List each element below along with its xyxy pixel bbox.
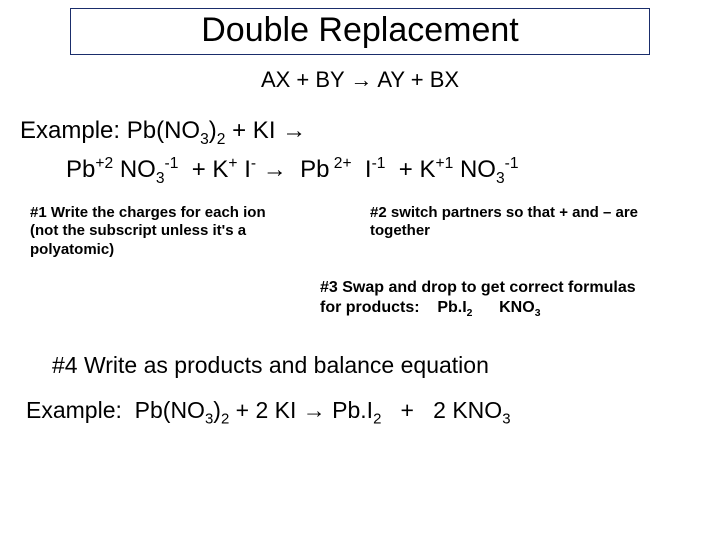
arrow-icon: →	[263, 156, 287, 183]
note-3: #3 Swap and drop to get correct formulas…	[320, 278, 700, 320]
ion-pb: Pb+2	[66, 156, 113, 183]
example-balanced: Example: Pb(NO3)2 + 2 KI → Pb.I2 + 2 KNO…	[26, 397, 720, 428]
reactant-pbno3: Pb(NO3)2	[127, 117, 232, 144]
step-4: #4 Write as products and balance equatio…	[52, 352, 720, 379]
title-box: Double Replacement	[70, 8, 650, 55]
example-label: Example:	[20, 117, 120, 144]
ion-pb2: Pb 2+	[300, 156, 351, 183]
ion-no3b: NO3-1	[460, 156, 519, 183]
ion-k: K+	[212, 156, 237, 183]
general-equation: AX + BY → AY + BX	[0, 67, 720, 93]
example-reactants: Example: Pb(NO3)2 + KI →	[20, 117, 720, 149]
notes-row: #1 Write the charges for each ion (not t…	[0, 204, 720, 260]
note-1: #1 Write the charges for each ion (not t…	[30, 204, 330, 260]
arrow-icon: →	[282, 117, 306, 144]
note-2: #2 switch partners so that + and – are t…	[370, 204, 706, 260]
ion-i2: I-1	[365, 156, 386, 183]
ions-line: Pb+2 NO3-1 + K+ I- → Pb 2+ I-1 + K+1 NO3…	[66, 155, 720, 188]
plus-ki: + KI	[232, 117, 282, 144]
arrow-icon: →	[303, 397, 326, 423]
page-title: Double Replacement	[71, 11, 649, 50]
ion-k2: K+1	[420, 156, 454, 183]
ion-i: I-	[244, 156, 256, 183]
ion-no3: NO3-1	[120, 156, 179, 183]
